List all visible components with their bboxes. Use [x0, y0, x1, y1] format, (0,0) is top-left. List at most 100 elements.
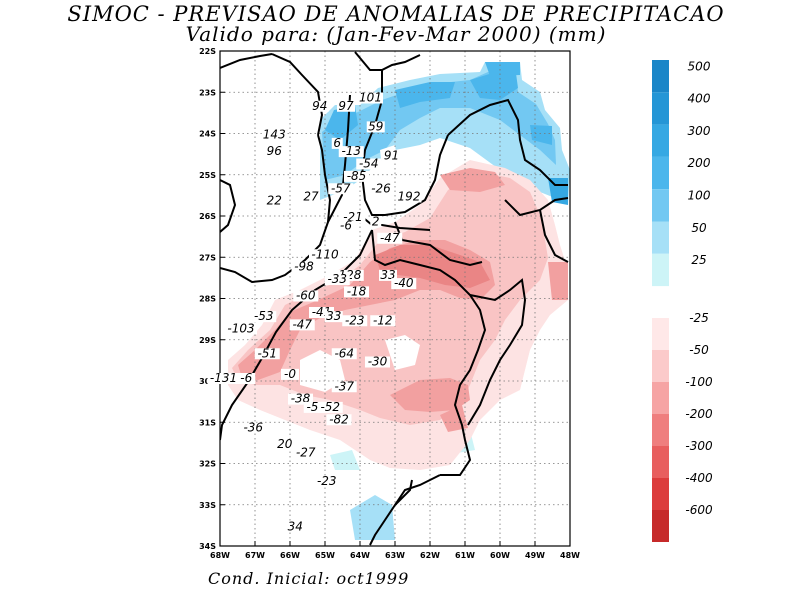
contour-label-bg: [289, 319, 315, 331]
contour-label: 96: [265, 144, 284, 158]
contour-label-text: 33: [326, 309, 341, 323]
colorbar-label: 25: [691, 253, 706, 267]
contour-label-bg: [275, 439, 294, 450]
contour-label-bg: [309, 249, 341, 261]
contour-label-bg: [368, 183, 394, 195]
contour-label: 20: [275, 437, 294, 451]
contour-label-text: -37: [334, 379, 354, 393]
contour-label: -13: [338, 144, 364, 158]
contour-label: 59: [366, 119, 385, 133]
contour-label: -27: [293, 445, 319, 459]
axis-labels: 68W 67W 66W 65W 64W 63W 62W 61W 60W 49W 48W 22S 23S 2…: [199, 47, 580, 560]
y-tick-label: 26S: [199, 212, 216, 221]
colorbar-label: -25: [689, 311, 709, 325]
colorbar-label: 50: [691, 221, 707, 235]
contour-label-text: -12: [373, 313, 393, 327]
contour-label-bg: [291, 261, 317, 273]
contour-label: 101: [358, 91, 383, 105]
contour-label-bg: [324, 311, 343, 323]
contour-label-bg: [302, 191, 320, 203]
contour-label: -18: [344, 284, 369, 298]
contour-label-bg: [265, 146, 284, 158]
initial-condition-label: Cond. Inicial: oct1999: [208, 569, 410, 588]
colorbar-negative: -25 -50 -100 -200 -300 -400 -600: [652, 311, 713, 542]
contour-label-bg: [344, 170, 369, 182]
y-tick-label: 34S: [199, 542, 216, 551]
contour-label-text: -6: [340, 218, 352, 232]
contour-label-text: -33: [327, 272, 347, 286]
contour-label-bg: [254, 348, 280, 360]
contour-label-text: -6: [240, 371, 252, 385]
colorbar-swatch: [652, 414, 669, 446]
colorbar-swatch: [652, 510, 669, 542]
x-tick-label: 63W: [385, 551, 405, 560]
contour-label-bg: [358, 92, 383, 104]
contour-label-text: -40: [394, 276, 414, 290]
colorbar-swatch: [652, 124, 669, 157]
contour-label: 2: [370, 214, 382, 228]
contour-label-text: 34: [288, 520, 303, 534]
colorbar-swatch: [652, 318, 669, 350]
contour-label-text: 6: [333, 136, 341, 150]
contour-label: -103: [225, 322, 257, 336]
contour-label-text: 97: [338, 99, 354, 113]
contour-label-bg: [237, 373, 256, 384]
x-tick-label: 61W: [455, 551, 475, 560]
contour-label: -98: [291, 260, 317, 274]
contour-label-bg: [370, 216, 382, 228]
contour-label-text: -64: [334, 346, 354, 360]
contour-label: 6: [331, 136, 343, 150]
contour-label-text: 59: [368, 119, 383, 133]
x-tick-label: 48W: [560, 551, 580, 560]
colorbar-label: 200: [688, 156, 711, 170]
contour-label: -57: [328, 181, 354, 195]
contour-label-text: -54: [359, 157, 379, 171]
contour-label-text: -103: [227, 322, 254, 336]
contour-label-text: -23: [345, 313, 365, 327]
contour-label-text: -82: [329, 412, 349, 426]
contour-label-bg: [281, 368, 299, 380]
contour-label-text: 143: [263, 128, 286, 142]
colorbar-swatch: [652, 189, 669, 222]
contour-label-bg: [366, 121, 385, 133]
contour-label-text: -13: [341, 144, 361, 158]
colorbar-label: -50: [689, 343, 709, 357]
contour-labels: 94 97 101 143 59 96 6-13-54 91 -85-57 -26 192 22 27 -…: [207, 91, 422, 534]
country-borders: [220, 51, 569, 546]
contour-label-text: 192: [398, 190, 421, 204]
colorbar-label: -600: [685, 503, 713, 517]
contour-label: 192: [396, 190, 422, 204]
contour-label: -6: [337, 218, 355, 232]
x-tick-label: 66W: [280, 551, 300, 560]
contour-label-text: -53: [254, 309, 274, 323]
contour-label: -131: [207, 371, 240, 385]
colorbar-swatch: [652, 60, 669, 93]
colorbar-swatch: [652, 350, 669, 382]
contour-label: -47: [289, 317, 315, 331]
contour-label-bg: [331, 137, 343, 149]
contour-label-bg: [391, 278, 417, 290]
contour-label-bg: [396, 191, 422, 203]
x-tick-label: 60W: [490, 551, 510, 560]
colorbar-label: -400: [685, 471, 713, 485]
x-tick-label: 65W: [315, 551, 335, 560]
contour-label-bg: [324, 274, 350, 285]
contour-label-bg: [261, 129, 287, 141]
contour-label-text: -0: [284, 367, 296, 381]
contour-label-bg: [326, 414, 352, 426]
colorbar-label: 100: [688, 189, 711, 203]
contour-label-bg: [288, 393, 313, 405]
y-tick-label: 29S: [199, 336, 216, 345]
contour-label: -36: [240, 421, 266, 435]
x-tick-label: 62W: [420, 551, 440, 560]
contour-label-text: -98: [294, 260, 314, 274]
contour-label-text: -52: [320, 400, 340, 414]
colorbar-label: 400: [688, 92, 711, 106]
contour-label-text: 27: [303, 190, 319, 204]
contour-label-bg: [356, 158, 382, 170]
contour-label-bg: [340, 212, 366, 224]
colorbar-label: 300: [688, 124, 711, 138]
colorbar-label: 500: [688, 59, 711, 73]
contour-label: -82: [326, 412, 352, 426]
contour-label: -0: [281, 367, 299, 381]
